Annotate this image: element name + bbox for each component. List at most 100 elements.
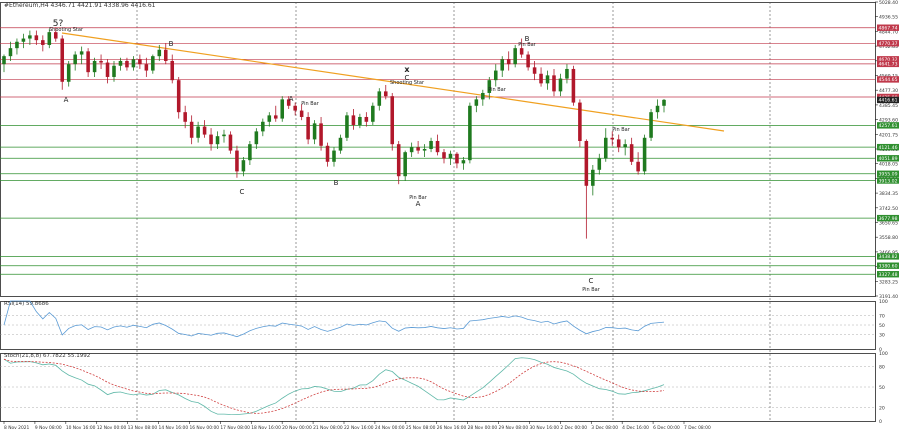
bull-candle <box>591 169 595 186</box>
bull-candle <box>151 56 155 71</box>
time-tick-label: 24 Nov 00:00 <box>375 425 405 431</box>
bear-candle <box>273 115 278 119</box>
time-tick-label: 3 Dec 08:00 <box>591 425 618 431</box>
pattern-label: Shooting Star <box>49 27 84 33</box>
bull-candle <box>28 35 32 39</box>
price-label-box <box>877 40 899 47</box>
indicator-tick-label: 0 <box>879 347 882 353</box>
pattern-label: Pin Bar <box>612 127 631 133</box>
bull-candle <box>493 70 498 81</box>
price-tick-label: 3742.50 <box>879 206 898 212</box>
bull-candle <box>222 134 226 137</box>
time-tick-label: 17 Nov 08:00 <box>220 425 250 431</box>
bull-candle <box>92 60 97 73</box>
indicator-tick-label: 70 <box>879 313 885 319</box>
time-tick-label: 21 Nov 08:00 <box>313 425 343 431</box>
bull-candle <box>261 121 265 132</box>
bull-candle <box>642 137 647 172</box>
time-tick-label: 13 Nov 08:00 <box>128 425 158 431</box>
price-label-box <box>877 56 899 63</box>
price-label-box <box>877 96 899 104</box>
bull-candle <box>461 160 466 164</box>
price-label: 4770.37 <box>879 41 898 47</box>
bull-candle <box>545 75 550 84</box>
bear-candle <box>578 102 582 141</box>
price-tick-label: 4201.75 <box>879 132 898 138</box>
price-label: 3677.98 <box>879 216 898 222</box>
bear-candle <box>390 96 395 145</box>
bull-candle <box>649 112 653 138</box>
bull-candle <box>47 32 52 45</box>
time-tick-label: 8 Nov 2021 <box>4 425 30 431</box>
bull-candle <box>603 137 608 159</box>
bull-candle <box>332 150 336 162</box>
bear-candle <box>202 126 207 135</box>
price-tick-label: 4752.85 <box>879 44 898 50</box>
indicator-tick-label: 30 <box>879 333 885 339</box>
bear-candle <box>364 116 369 122</box>
price-label-box <box>877 24 899 31</box>
bull-candle <box>597 158 602 170</box>
bear-candle <box>235 150 239 172</box>
bear-candle <box>442 152 446 159</box>
pattern-label: B <box>334 179 339 187</box>
time-tick-label: 29 Nov 08:00 <box>499 425 529 431</box>
price-label: 4257.61 <box>879 123 898 129</box>
bear-candle <box>144 64 149 71</box>
bull-candle <box>345 115 349 138</box>
time-tick-label: 30 Nov 16:00 <box>529 425 559 431</box>
bull-candle <box>371 105 375 122</box>
bear-candle <box>176 80 181 113</box>
bear-candle <box>306 116 310 140</box>
price-tick-label: 5028.40 <box>879 0 898 6</box>
time-tick-label: 6 Dec 00:00 <box>653 425 680 431</box>
price-tick-label: 4293.60 <box>879 118 898 124</box>
bear-candle <box>319 123 323 146</box>
bear-candle <box>53 32 58 39</box>
bull-candle <box>623 144 627 148</box>
indicator-tick-label: 50 <box>879 385 885 391</box>
bear-candle <box>60 38 65 82</box>
indicator-tick-label: 100 <box>879 351 888 357</box>
time-tick-label: 26 Nov 16:00 <box>437 425 467 431</box>
time-tick-label: 20 Nov 00:00 <box>282 425 312 431</box>
indicator-tick-label: 100 <box>879 299 888 305</box>
indicator-tick-label: 20 <box>879 405 885 411</box>
time-tick-label: 16 Nov 00:00 <box>189 425 219 431</box>
pattern-label: A <box>416 200 421 208</box>
price-label-box <box>877 122 899 129</box>
bull-candle <box>662 99 666 106</box>
panel-frame <box>0 353 876 422</box>
price-tick-label: 3650.65 <box>879 221 898 227</box>
pattern-label: Pin Bar <box>518 42 537 48</box>
pattern-label: A <box>289 95 294 103</box>
bear-candle <box>610 137 615 140</box>
price-label: 4641.73 <box>879 62 898 68</box>
bull-candle <box>2 56 6 65</box>
bull-candle <box>358 116 362 125</box>
bull-candle <box>118 60 123 66</box>
bull-candle <box>338 137 343 151</box>
pattern-label: Pin Bar <box>301 101 320 107</box>
price-label: 4051.89 <box>879 156 898 162</box>
bear-candle <box>189 121 194 138</box>
bull-candle <box>448 153 453 159</box>
price-tick-label: 4018.05 <box>879 162 898 168</box>
time-tick-label: 14 Nov 16:00 <box>159 425 189 431</box>
time-tick-label: 10 Nov 16:00 <box>66 425 96 431</box>
indicator-tick-label: 0 <box>879 419 882 425</box>
price-tick-label: 3834.35 <box>879 191 898 197</box>
pattern-label: Pin Bar <box>582 287 601 293</box>
bear-candle <box>629 144 634 162</box>
bear-candle <box>325 145 330 162</box>
pattern-label: B <box>525 35 530 43</box>
bear-candle <box>416 147 420 151</box>
time-tick-label: 18 Nov 16:00 <box>251 425 281 431</box>
bear-candle <box>170 60 175 81</box>
time-tick-label: 28 Nov 00:00 <box>468 425 498 431</box>
bear-candle <box>163 49 168 61</box>
bear-candle <box>455 153 459 164</box>
price-label: 3913.02 <box>879 178 898 184</box>
